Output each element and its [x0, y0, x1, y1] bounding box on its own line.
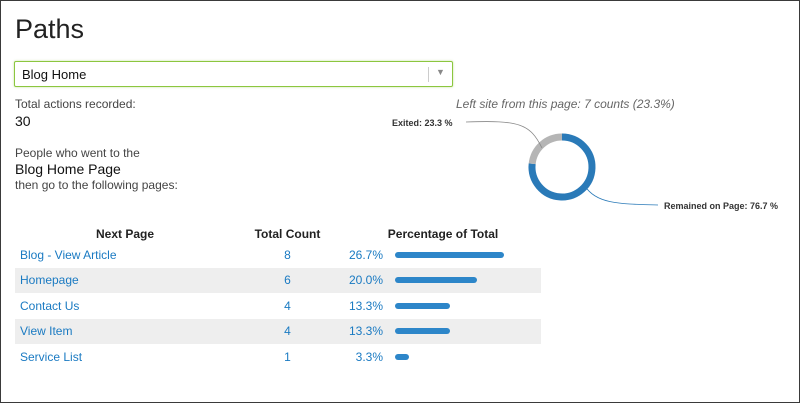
exited-label: Exited: 23.3 % — [392, 118, 453, 128]
page-select[interactable]: Blog Home ▼ — [14, 61, 453, 87]
header-next-page: Next Page — [95, 227, 155, 241]
next-page-link[interactable]: Service List — [20, 349, 83, 364]
chevron-down-icon[interactable]: ▼ — [436, 67, 445, 77]
select-separator — [428, 67, 429, 82]
remained-slice — [528, 133, 596, 201]
percent-value: 26.7% — [348, 247, 383, 262]
percent-bar — [395, 277, 477, 284]
source-page-name: Blog Home Page — [15, 161, 121, 177]
then-go-label: then go to the following pages: — [15, 178, 178, 192]
header-percentage: Percentage of Total — [387, 227, 499, 241]
exit-donut-chart: Exited: 23.3 % Remained on Page: 76.7 % — [392, 118, 778, 211]
header-total-count: Total Count — [254, 227, 321, 241]
percent-value: 3.3% — [355, 349, 383, 364]
percent-value: 20.0% — [348, 273, 383, 288]
table-header-row: Next Page Total Count Percentage of Tota… — [15, 226, 541, 242]
remained-leader-line — [584, 185, 659, 206]
table-row: Contact Us 4 13.3% — [15, 293, 541, 319]
next-pages-table: Next Page Total Count Percentage of Tota… — [15, 226, 541, 370]
percent-value: 13.3% — [348, 324, 383, 339]
percent-bar — [395, 328, 450, 335]
next-page-link[interactable]: Contact Us — [20, 298, 80, 313]
table-row: View Item 4 13.3% — [15, 318, 541, 344]
percent-bar — [395, 251, 505, 258]
exited-leader-line — [465, 121, 543, 149]
count-value: 1 — [284, 349, 291, 364]
table-row: Service List 1 3.3% — [15, 344, 541, 370]
remained-label: Remained on Page: 76.7 % — [664, 201, 778, 211]
table-row: Homepage 6 20.0% — [15, 267, 541, 293]
next-page-link[interactable]: Blog - View Article — [20, 247, 117, 262]
count-value: 4 — [284, 324, 291, 339]
count-value: 6 — [284, 273, 291, 288]
percent-bar — [395, 302, 450, 309]
count-value: 8 — [284, 247, 291, 262]
exited-slice — [528, 133, 563, 165]
people-went-label: People who went to the — [15, 146, 140, 160]
next-page-link[interactable]: Homepage — [20, 273, 79, 288]
table-row: Blog - View Article 8 26.7% — [15, 242, 541, 268]
exit-summary: Left site from this page: 7 counts (23.3… — [456, 97, 675, 111]
total-actions-value: 30 — [15, 113, 31, 129]
percent-bar — [395, 353, 409, 360]
page-title: Paths — [15, 14, 85, 44]
next-page-link[interactable]: View Item — [20, 324, 73, 339]
count-value: 4 — [284, 298, 291, 313]
percent-value: 13.3% — [348, 298, 383, 313]
total-actions-label: Total actions recorded: — [15, 97, 136, 111]
page-select-value: Blog Home — [22, 67, 87, 82]
